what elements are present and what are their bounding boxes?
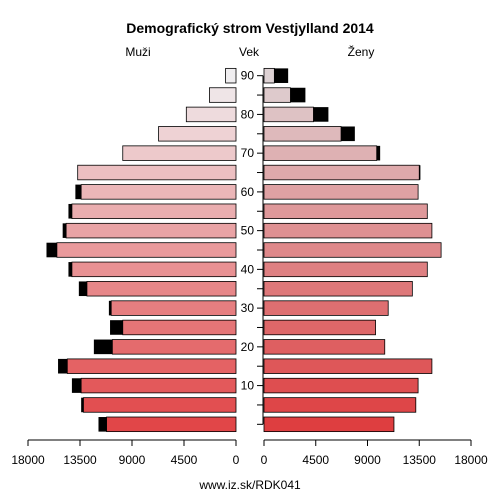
age-tick-label: 90 — [241, 69, 255, 83]
age-tick-label: 60 — [241, 185, 255, 199]
female-excess-80-84 — [313, 107, 329, 122]
male-bar-80-84 — [185, 106, 237, 123]
age-tick-label: 10 — [241, 379, 255, 393]
male-excess-55-59 — [68, 203, 72, 219]
female-bar-85-89 — [263, 87, 291, 103]
male-bars — [46, 67, 237, 433]
female-excess-65-69 — [419, 165, 421, 180]
female-bars — [263, 67, 442, 433]
male-bar-65-69 — [77, 164, 237, 181]
female-bar-0-4 — [263, 416, 395, 433]
male-excess-35-39 — [78, 281, 87, 297]
age-tick-label: 20 — [241, 340, 255, 354]
male-bar-5-9 — [83, 397, 237, 413]
female-excess-70-74 — [376, 145, 381, 161]
female-bar-40-44 — [263, 261, 428, 278]
male-bar-30-34 — [110, 300, 237, 316]
age-tick-label: 80 — [241, 107, 255, 121]
male-bar-75-79 — [158, 126, 237, 142]
female-bar-55-59 — [263, 203, 428, 219]
male-excess-50-54 — [62, 223, 67, 238]
age-tick-label: 30 — [241, 301, 255, 315]
male-bar-40-44 — [71, 261, 237, 278]
female-bar-75-79 — [263, 126, 342, 142]
male-bar-20-24 — [111, 339, 237, 355]
female-bar-45-49 — [263, 242, 442, 258]
female-bar-50-54 — [263, 222, 433, 239]
male-label: Muži — [125, 45, 150, 59]
female-x-tick-label: 0 — [261, 453, 268, 467]
female-bar-10-14 — [263, 377, 419, 394]
female-x-tick-label: 9000 — [354, 453, 381, 467]
female-x-tick-label: 18000 — [454, 453, 488, 467]
age-tick-label: 70 — [241, 146, 255, 160]
female-excess-75-79 — [341, 126, 355, 142]
male-bar-90+ — [225, 67, 237, 84]
male-x-tick-label: 0 — [233, 453, 240, 467]
female-bar-65-69 — [263, 164, 420, 181]
age-axis: 10 20 30 40 50 60 70 80 90 — [241, 69, 264, 425]
female-bar-30-34 — [263, 300, 389, 316]
age-tick-label: 40 — [241, 262, 255, 276]
male-bar-35-39 — [86, 281, 237, 297]
male-x-axis: 18000 13500 9000 4500 0 — [11, 439, 240, 467]
female-bar-70-74 — [263, 145, 378, 161]
female-bar-60-64 — [263, 184, 419, 200]
age-label: Vek — [239, 45, 260, 59]
male-bar-60-64 — [80, 184, 237, 200]
male-excess-5-9 — [81, 397, 84, 413]
male-bar-55-59 — [71, 203, 237, 219]
female-bar-15-19 — [263, 358, 433, 374]
chart-title: Demografický strom Vestjylland 2014 — [126, 20, 374, 36]
male-excess-25-29 — [110, 320, 123, 335]
male-bar-15-19 — [66, 358, 237, 374]
male-bar-25-29 — [122, 319, 237, 336]
male-excess-10-14 — [71, 378, 82, 393]
female-bar-80-84 — [263, 106, 314, 123]
female-excess-85-89 — [290, 87, 306, 103]
male-x-tick-label: 4500 — [171, 453, 198, 467]
female-bar-25-29 — [263, 319, 376, 336]
source-footer: www.iz.sk/RDK041 — [198, 478, 301, 492]
female-x-axis: 0 4500 9000 13500 18000 — [261, 439, 488, 467]
male-excess-30-34 — [108, 300, 112, 316]
male-bar-50-54 — [65, 222, 237, 239]
female-bar-20-24 — [263, 339, 386, 355]
female-excess-90+ — [274, 68, 289, 83]
male-excess-20-24 — [93, 339, 113, 355]
male-bar-85-89 — [209, 87, 237, 103]
male-excess-60-64 — [75, 184, 82, 200]
female-x-tick-label: 4500 — [302, 453, 329, 467]
female-bar-90+ — [263, 67, 275, 84]
male-excess-45-49 — [46, 242, 57, 258]
male-x-tick-label: 18000 — [11, 453, 45, 467]
male-excess-40-44 — [68, 262, 72, 277]
male-x-tick-label: 9000 — [119, 453, 146, 467]
male-x-tick-label: 13500 — [63, 453, 97, 467]
male-bar-45-49 — [56, 242, 237, 258]
female-bar-5-9 — [263, 397, 417, 413]
male-bar-0-4 — [106, 416, 237, 433]
female-label: Ženy — [348, 44, 375, 59]
female-bar-35-39 — [263, 281, 413, 297]
age-tick-label: 50 — [241, 224, 255, 238]
male-excess-0-4 — [98, 417, 107, 432]
male-bar-70-74 — [122, 145, 237, 161]
male-excess-15-19 — [58, 358, 68, 374]
female-x-tick-label: 13500 — [403, 453, 437, 467]
male-bar-10-14 — [80, 377, 237, 394]
